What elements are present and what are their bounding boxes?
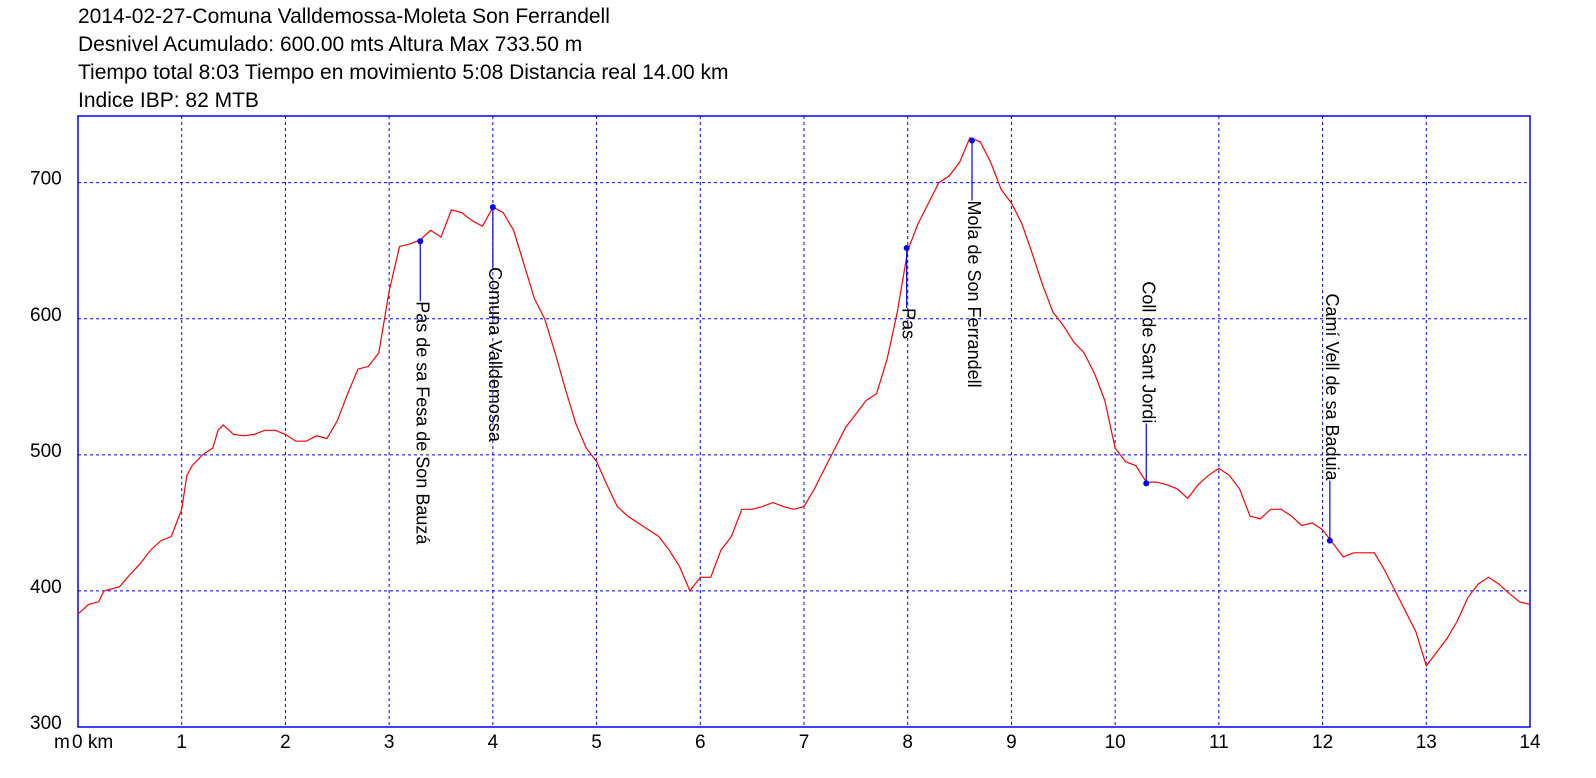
x-tick-label: 11: [1209, 732, 1229, 753]
waypoint-marker: [489, 204, 496, 211]
chart-title: Desnivel Acumulado: 600.00 mts Altura Ma…: [78, 33, 582, 56]
x-tick-label: 12: [1312, 732, 1333, 753]
waypoint-label: Camí Vell de sa Baduia: [1322, 293, 1342, 481]
x-tick-label: 9: [1006, 732, 1017, 753]
waypoint-label: Coll de Sant Jordi: [1138, 281, 1158, 423]
x-tick-label: 2: [280, 732, 291, 753]
x-tick-label: 10: [1105, 732, 1126, 753]
elevation-line: [77, 137, 1531, 668]
waypoint-marker: [903, 244, 910, 251]
waypoint-marker: [1326, 537, 1333, 544]
y-tick-label: 500: [30, 441, 62, 462]
y-tick-label: 700: [30, 169, 62, 190]
x-tick-label: 3: [384, 732, 395, 753]
waypoint-marker: [969, 137, 976, 144]
chart-title: Tiempo total 8:03 Tiempo en movimiento 5…: [78, 61, 729, 84]
x-tick-label: 8: [902, 732, 913, 753]
x-tick-label: 5: [591, 732, 602, 753]
x-tick-label: 13: [1416, 732, 1437, 753]
chart-title: 2014-02-27-Comuna Valldemossa-Moleta Son…: [78, 5, 610, 28]
y-axis-label: m: [54, 732, 70, 753]
x-tick-label: 4: [488, 732, 499, 753]
waypoint-label: Pas: [899, 308, 919, 339]
x-tick-label: 1: [176, 732, 187, 753]
x-tick-label: 0 km: [72, 732, 113, 753]
y-tick-label: 600: [30, 305, 62, 326]
x-tick-label: 7: [799, 732, 810, 753]
chart-title: Indice IBP: 82 MTB: [78, 89, 259, 112]
y-tick-label: 400: [30, 577, 62, 598]
waypoint-label: Mola de Son Ferrandell: [964, 200, 984, 387]
x-tick-label: 6: [695, 732, 706, 753]
waypoint-label: Comuna Valldemossa: [485, 267, 505, 443]
waypoint-label: Pas de sa Fesa de Son Bauzá: [412, 301, 432, 545]
y-tick-label: 300: [30, 713, 62, 734]
waypoint-marker: [1143, 480, 1150, 487]
x-tick-label: 14: [1519, 732, 1541, 753]
waypoint-marker: [417, 238, 424, 245]
